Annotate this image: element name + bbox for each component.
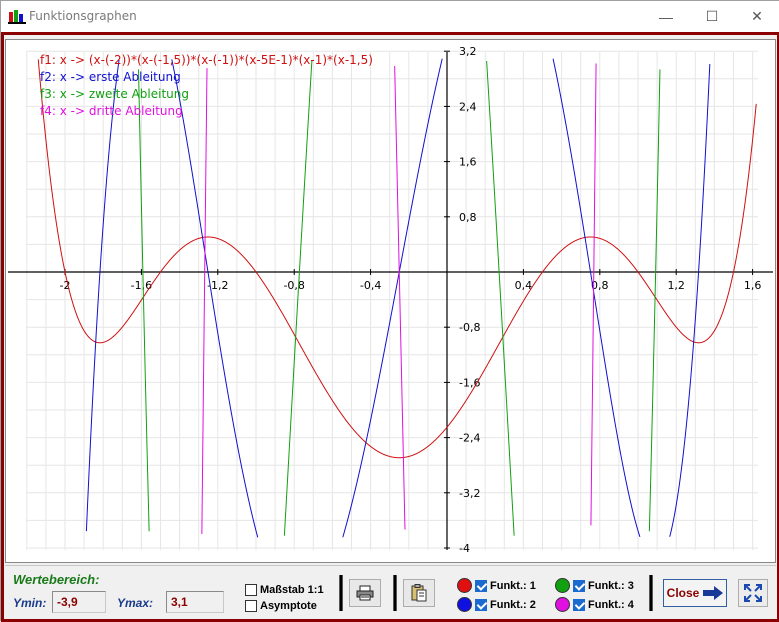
funkt-4-checkbox[interactable]: [573, 598, 585, 611]
funkt-2-label: Funkt.: 2: [490, 598, 536, 611]
clipboard-button[interactable]: [403, 579, 435, 607]
ymax-field[interactable]: 3,1: [166, 591, 224, 613]
separator: [339, 575, 343, 611]
legend-f1: f1: x -> (x-(-2))*(x-(-1,5))*(x-(-1))*(x…: [40, 53, 373, 67]
maximize-button[interactable]: ☐: [689, 1, 735, 32]
printer-icon: [356, 585, 374, 601]
title-bar: Funktionsgraphen — ☐ ✕: [1, 1, 779, 32]
expand-button[interactable]: [738, 579, 768, 607]
ymin-label: Ymin:: [13, 596, 47, 610]
funkt-3-toggle[interactable]: Funkt.: 3: [555, 578, 634, 593]
minimize-button[interactable]: —: [643, 1, 689, 32]
close-window-button[interactable]: ✕: [734, 1, 779, 32]
massstab-label: Maßstab 1:1: [260, 584, 324, 596]
y-tick-label: 0,8: [459, 211, 477, 224]
massstab-checkbox[interactable]: [245, 584, 257, 596]
x-tick-label: -2: [60, 279, 71, 292]
asymptote-checkbox-row[interactable]: Asymptote: [245, 600, 317, 612]
funkt-1-color-dot: [457, 578, 472, 593]
ymin-field[interactable]: -3,9: [52, 591, 106, 613]
funkt-1-toggle[interactable]: Funkt.: 1: [457, 578, 536, 593]
y-tick-label: 3,2: [459, 45, 477, 58]
minimize-icon: —: [659, 8, 673, 25]
separator: [393, 575, 397, 611]
y-tick-label: -0,8: [459, 321, 480, 334]
series-f4-line: [590, 63, 597, 526]
ymax-label: Ymax:: [117, 596, 154, 610]
funkt-4-label: Funkt.: 4: [588, 598, 634, 611]
close-icon: ✕: [751, 8, 763, 24]
series-f4-line: [394, 65, 406, 530]
funkt-1-checkbox[interactable]: [475, 579, 487, 592]
series-f3-line: [283, 60, 313, 536]
x-tick-label: 0,4: [515, 279, 533, 292]
x-tick-label: -1,6: [131, 279, 152, 292]
x-tick-label: 1,2: [667, 279, 685, 292]
funkt-2-toggle[interactable]: Funkt.: 2: [457, 597, 536, 612]
y-tick-label: -2,4: [459, 432, 480, 445]
x-tick-label: -0,4: [360, 279, 381, 292]
expand-icon: [744, 584, 762, 602]
funkt-1-label: Funkt.: 1: [490, 579, 536, 592]
y-tick-label: 2,4: [459, 100, 477, 113]
separator: [649, 575, 653, 611]
series-f2-line: [342, 58, 443, 538]
legend-f3: f3: x -> zweite Ableitung: [40, 87, 189, 101]
clipboard-icon: [411, 584, 427, 602]
asymptote-label: Asymptote: [260, 600, 317, 612]
funkt-3-color-dot: [555, 578, 570, 593]
series-f4-line: [201, 68, 208, 535]
plot-area: -2 -1,6 -1,2 -0,8 -0,4 0,4 0,8 1,2 1,6 3,2 2,4 1,6 0…: [5, 39, 776, 563]
arrow-right-icon: [703, 586, 724, 600]
maximize-icon: ☐: [705, 8, 719, 24]
series-f2-line: [85, 60, 120, 532]
x-tick-label: 0,8: [591, 279, 609, 292]
function-plot: -2 -1,6 -1,2 -0,8 -0,4 0,4 0,8 1,2 1,6 3,2 2,4 1,6 0…: [8, 45, 773, 555]
y-tick-label: 1,6: [459, 156, 477, 169]
wertebereich-label: Wertebereich:: [13, 572, 100, 587]
y-tick-label: -3,2: [459, 487, 480, 500]
x-tick-label: -0,8: [283, 279, 304, 292]
asymptote-checkbox[interactable]: [245, 600, 257, 612]
funkt-4-color-dot: [555, 597, 570, 612]
close-button[interactable]: Close: [663, 579, 727, 607]
series-f1-line: [37, 59, 757, 459]
close-label: Close: [666, 586, 700, 600]
x-tick-label: -1,2: [207, 279, 228, 292]
series-f2-line: [552, 58, 641, 538]
funkt-4-toggle[interactable]: Funkt.: 4: [555, 597, 634, 612]
series-f3-line: [138, 69, 150, 532]
massstab-checkbox-row[interactable]: Maßstab 1:1: [245, 584, 324, 596]
y-tick-label: -4: [459, 542, 470, 555]
legend-f2: f2: x -> erste Ableitung: [40, 70, 181, 84]
funkt-2-color-dot: [457, 597, 472, 612]
print-button[interactable]: [349, 579, 381, 607]
x-tick-label: 1,6: [744, 279, 762, 292]
status-bar: Wertebereich: Ymin: -3,9 Ymax: 3,1 Maßst…: [5, 565, 776, 618]
series-f3-line: [648, 69, 661, 532]
series-f3-line: [486, 60, 515, 536]
series-f2-line: [669, 64, 711, 537]
series-f2-line: [171, 59, 259, 538]
plot-legend: f1: x -> (x-(-2))*(x-(-1,5))*(x-(-1))*(x…: [40, 52, 373, 120]
funkt-3-checkbox[interactable]: [573, 579, 585, 592]
funkt-3-label: Funkt.: 3: [588, 579, 634, 592]
app-icon: [8, 8, 26, 25]
funkt-2-checkbox[interactable]: [475, 598, 487, 611]
legend-f4: f4: x -> dritte Ableitung: [40, 104, 183, 118]
window-title: Funktionsgraphen: [29, 9, 137, 23]
